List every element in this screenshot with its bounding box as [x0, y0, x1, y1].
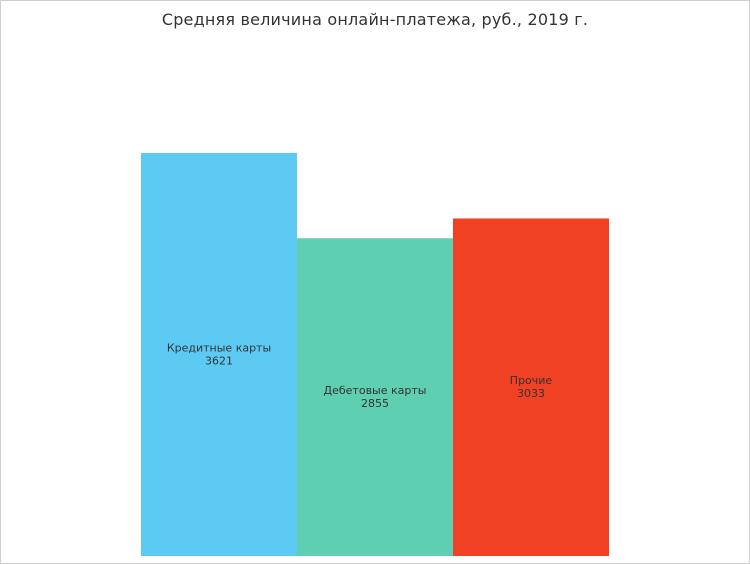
- bar-category-label: Прочие: [510, 374, 553, 387]
- chart-title: Средняя величина онлайн-платежа, руб., 2…: [161, 10, 589, 29]
- bar-1: [141, 153, 297, 556]
- bar-category-label: Кредитные карты: [167, 342, 271, 355]
- bar-value-label: 3621: [205, 355, 233, 368]
- bar-2: [297, 238, 453, 556]
- bar-category-label: Дебетовые карты: [324, 384, 427, 397]
- bar-value-label: 2855: [361, 397, 389, 410]
- bar-3: [453, 218, 609, 556]
- bars-layer: [141, 153, 609, 556]
- bar-value-label: 3033: [517, 387, 545, 400]
